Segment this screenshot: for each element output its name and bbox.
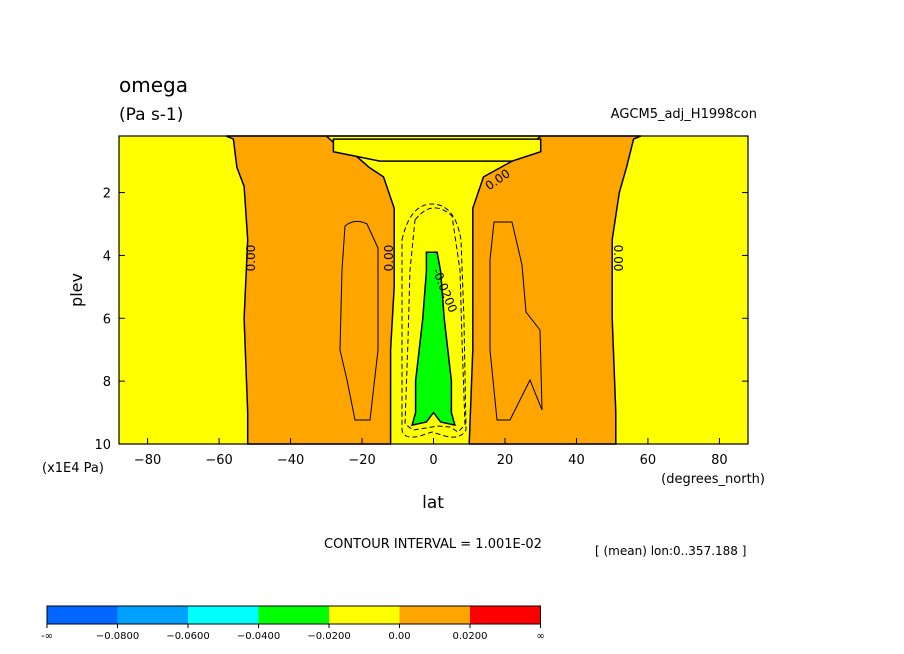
y-axis-units: (x1E4 Pa) xyxy=(42,461,104,476)
x-tick-label: −20 xyxy=(348,453,375,468)
colorbar-label: −0.0800 xyxy=(96,631,139,642)
colorbar-swatch xyxy=(258,606,329,624)
x-tick-label: 80 xyxy=(711,453,728,468)
mean-info-text: [ (mean) lon:0..357.188 ] xyxy=(595,544,746,558)
plot-area: 0.00 0.00 0.00 0.00 -0.0200 xyxy=(118,135,749,445)
chart-units: (Pa s-1) xyxy=(119,105,183,125)
colorbar: -∞ −0.0800 −0.0600 −0.0400 −0.0200 0.00 0.0200… xyxy=(41,605,545,642)
x-tick-label: 20 xyxy=(497,453,514,468)
colorbar-swatch xyxy=(188,606,259,624)
chart-title: omega xyxy=(119,73,188,97)
colorbar-label: −0.0200 xyxy=(307,631,350,642)
contour-line-neg-0.01-dashed xyxy=(404,207,466,433)
colorbar-swatch xyxy=(329,606,400,624)
contour-interval-text: CONTOUR INTERVAL = 1.001E-02 xyxy=(324,537,542,552)
y-tick-label: 2 xyxy=(103,187,111,202)
x-tick-label: −40 xyxy=(277,453,304,468)
y-axis: 2 4 6 8 10 xyxy=(94,187,748,453)
dataset-label: AGCM5_adj_H1998con xyxy=(611,107,757,122)
colorbar-label: -∞ xyxy=(41,631,53,642)
x-tick-label: −60 xyxy=(205,453,232,468)
contour-label-0.00-center-west: 0.00 xyxy=(382,245,396,272)
y-tick-label: 4 xyxy=(103,249,111,264)
y-tick-label: 8 xyxy=(103,375,111,390)
contour-line-0.01-east xyxy=(489,221,543,421)
x-axis-units: (degrees_north) xyxy=(661,472,765,487)
x-tick-label: 60 xyxy=(640,453,657,468)
x-axis: −80 −60 −40 −20 0 20 40 60 80 xyxy=(134,438,728,468)
colorbar-swatch xyxy=(399,606,470,624)
y-axis-label: plev xyxy=(67,273,86,307)
colorbar-label: ∞ xyxy=(536,631,544,642)
y-tick-label: 10 xyxy=(94,438,111,453)
colorbar-label: −0.0600 xyxy=(166,631,209,642)
colorbar-swatch xyxy=(117,606,188,624)
colorbar-swatch xyxy=(47,606,118,624)
contour-line-neg-0.02-dashed xyxy=(401,203,467,438)
contour-line-0.01-west xyxy=(339,220,379,421)
y-tick-label: 6 xyxy=(103,312,111,327)
x-tick-label: 0 xyxy=(429,453,437,468)
x-tick-label: 40 xyxy=(568,453,585,468)
contour-label-0.00-east: 0.00 xyxy=(611,245,625,272)
contour-label-0.00-west: 0.00 xyxy=(244,245,258,272)
colorbar-label: 0.00 xyxy=(388,631,410,642)
colorbar-label: 0.0200 xyxy=(453,631,488,642)
filled-regions xyxy=(225,135,642,445)
x-axis-label: lat xyxy=(422,493,444,513)
colorbar-label: −0.0400 xyxy=(237,631,280,642)
region-green-2 xyxy=(411,251,456,427)
x-tick-label: −80 xyxy=(134,453,161,468)
colorbar-swatch xyxy=(470,606,541,624)
region-yellow-1 xyxy=(332,138,542,162)
colorbar-frame xyxy=(46,605,541,625)
